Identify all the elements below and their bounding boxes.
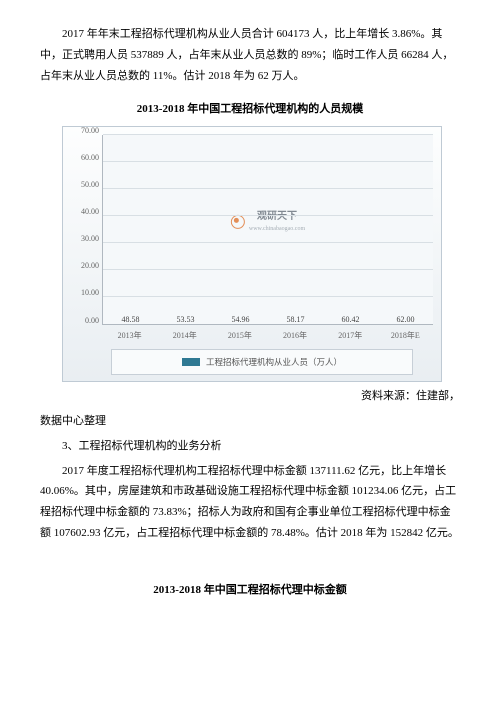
gridline — [103, 188, 433, 189]
legend-swatch — [182, 358, 200, 366]
source-right: 资料来源：住建部， — [40, 386, 460, 407]
gridline — [103, 161, 433, 162]
paragraph-2: 2017 年度工程招标代理机构工程招标代理中标金额 137111.62 亿元，比… — [40, 461, 460, 545]
document-page: 2017 年年末工程招标代理机构从业人员合计 604173 人，比上年增长 3.… — [0, 0, 500, 627]
bar-value-label: 60.42 — [331, 312, 371, 324]
paragraph-1: 2017 年年末工程招标代理机构从业人员合计 604173 人，比上年增长 3.… — [40, 24, 460, 87]
chart2-title: 2013-2018 年中国工程招标代理中标金额 — [40, 580, 460, 601]
gridline — [103, 134, 433, 135]
x-tick: 2018年E — [386, 328, 426, 343]
chart1-plot: 70.0060.0050.0040.0030.0020.0010.000.00 … — [71, 135, 433, 325]
x-tick: 2013年 — [110, 328, 150, 343]
bar-value-label: 58.17 — [276, 312, 316, 324]
gridline — [103, 296, 433, 297]
chart1-grid: 观研天下 www.chinabaogao.com 48.5853.5354.96… — [102, 135, 433, 325]
section3-heading: 3、工程招标代理机构的业务分析 — [40, 436, 460, 457]
chart1-x-axis: 2013年 2014年 2015年 2016年 2017年 2018年E — [102, 325, 433, 343]
chart1-y-axis: 70.0060.0050.0040.0030.0020.0010.000.00 — [71, 135, 102, 325]
bar-value-label: 54.96 — [221, 312, 261, 324]
x-tick: 2017年 — [330, 328, 370, 343]
gridline — [103, 269, 433, 270]
source-left: 数据中心整理 — [40, 411, 460, 432]
bar-value-label: 62.00 — [386, 312, 426, 324]
x-tick: 2015年 — [220, 328, 260, 343]
gridline — [103, 215, 433, 216]
chart1-box: 70.0060.0050.0040.0030.0020.0010.000.00 … — [62, 126, 442, 382]
gridline — [103, 242, 433, 243]
chart1-legend: 工程招标代理机构从业人员（万人） — [111, 349, 413, 375]
legend-label: 工程招标代理机构从业人员（万人） — [206, 354, 342, 370]
x-tick: 2016年 — [275, 328, 315, 343]
chart1-container: 70.0060.0050.0040.0030.0020.0010.000.00 … — [62, 126, 442, 382]
x-tick: 2014年 — [165, 328, 205, 343]
gap — [40, 548, 460, 568]
bar-value-label: 53.53 — [166, 312, 206, 324]
bar-value-label: 48.58 — [111, 312, 151, 324]
chart1-title: 2013-2018 年中国工程招标代理机构的人员规模 — [40, 99, 460, 120]
